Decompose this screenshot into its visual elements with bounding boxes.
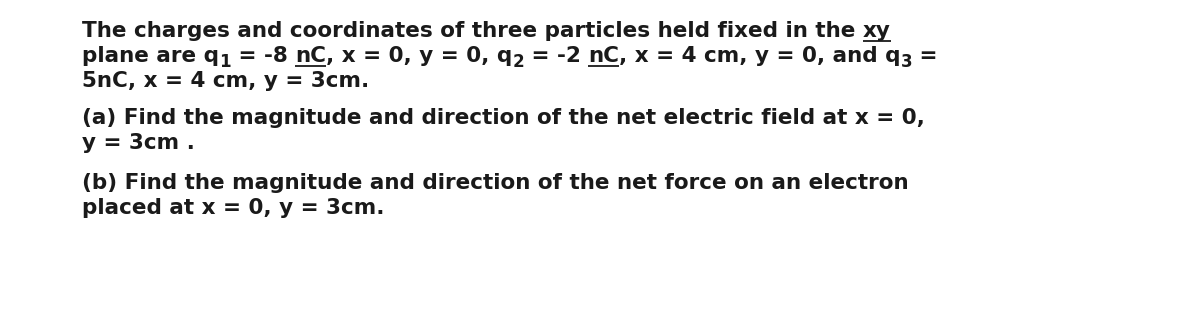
- Text: (a) Find the magnitude and direction of the net electric field at x = 0,: (a) Find the magnitude and direction of …: [82, 108, 925, 128]
- Text: (b) Find the magnitude and direction of the net force on an electron: (b) Find the magnitude and direction of …: [82, 173, 908, 193]
- Text: = -2: = -2: [524, 46, 588, 66]
- Text: , x = 4 cm, y = 0, and q: , x = 4 cm, y = 0, and q: [619, 46, 901, 66]
- Text: 1: 1: [220, 53, 230, 71]
- Text: xy: xy: [863, 21, 890, 41]
- Text: 2: 2: [512, 53, 524, 71]
- Text: =: =: [912, 46, 938, 66]
- Text: = -8: = -8: [230, 46, 295, 66]
- Text: 3: 3: [901, 53, 912, 71]
- Text: nC: nC: [295, 46, 326, 66]
- Text: placed at x = 0, y = 3cm.: placed at x = 0, y = 3cm.: [82, 198, 384, 218]
- Text: plane are q: plane are q: [82, 46, 220, 66]
- Text: , x = 0, y = 0, q: , x = 0, y = 0, q: [326, 46, 512, 66]
- Text: 5nC, x = 4 cm, y = 3cm.: 5nC, x = 4 cm, y = 3cm.: [82, 71, 370, 91]
- Text: y = 3cm .: y = 3cm .: [82, 133, 194, 153]
- Text: The charges and coordinates of three particles held fixed in the: The charges and coordinates of three par…: [82, 21, 863, 41]
- Text: nC: nC: [588, 46, 619, 66]
